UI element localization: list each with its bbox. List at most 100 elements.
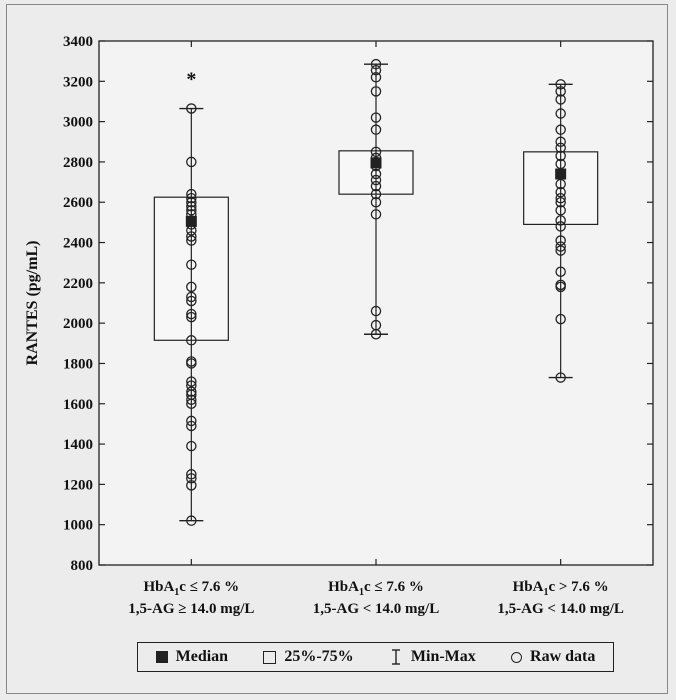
- legend-box-label: 25%-75%: [284, 648, 354, 665]
- raw-data-point: [555, 108, 566, 119]
- raw-data-point: [555, 150, 566, 162]
- y-tick-label: 2200: [63, 276, 93, 292]
- raw-data-point: [555, 124, 566, 135]
- raw-data-point: [370, 58, 382, 70]
- median-marker: [370, 157, 382, 169]
- raw-data-point: [186, 201, 197, 212]
- y-tick-label: 2800: [63, 155, 93, 171]
- raw-data-point: [370, 319, 382, 331]
- raw-data-point: [555, 279, 566, 291]
- raw-data-point: [555, 86, 566, 97]
- raw-data-point: [555, 215, 566, 226]
- raw-data-point: [370, 168, 382, 180]
- legend: Median 25%-75% Min-Max Raw data: [137, 642, 614, 672]
- raw-data-point: [370, 112, 382, 123]
- raw-data-point: [555, 241, 566, 252]
- box-plot: 800 1000 1200 1400 1600 1800 2000 2200 2400 2600 2…: [24, 34, 654, 617]
- raw-data-point: [555, 79, 566, 90]
- raw-data-point: [186, 192, 197, 204]
- legend-median-label: Median: [175, 648, 229, 665]
- raw-data-point: [370, 174, 382, 186]
- y-tick-label: 3400: [63, 34, 93, 50]
- raw-data-point: [186, 469, 197, 480]
- legend-minmax-label: Min-Max: [410, 648, 476, 665]
- raw-data-point: [186, 205, 197, 216]
- y-tick-label: 3000: [63, 115, 93, 131]
- raw-data-point: [186, 281, 197, 293]
- y-tick-label: 1600: [63, 397, 93, 413]
- raw-data-point: [186, 380, 197, 391]
- raw-data-point: [186, 308, 197, 320]
- raw-data-point: [555, 205, 566, 216]
- y-tick-label: 2000: [63, 316, 93, 332]
- raw-data-point: [186, 515, 197, 526]
- raw-data-point: [555, 372, 566, 383]
- raw-data-point: [186, 376, 197, 387]
- minmax-swatch: [391, 649, 400, 665]
- raw-data-point: [555, 186, 566, 198]
- raw-data-point: [186, 259, 197, 270]
- raw-data-point: [370, 180, 382, 192]
- legend-item-minmax: Min-Max: [389, 648, 476, 666]
- raw-data-swatch: [511, 651, 523, 663]
- raw-data-point: [370, 209, 382, 220]
- median-marker: [185, 215, 197, 227]
- figure-frame: 800 1000 1200 1400 1600 1800 2000 2200 2400 2600 2…: [6, 4, 668, 694]
- raw-data-point: [186, 291, 197, 303]
- y-tick-label: 800: [71, 558, 94, 574]
- raw-data-point: [186, 335, 197, 346]
- raw-data-point: [186, 311, 197, 323]
- y-axis-title: RANTES (pg/mL): [24, 241, 41, 366]
- y-tick-label: 3200: [63, 74, 93, 90]
- raw-data-point: [186, 231, 197, 242]
- raw-data-point: [186, 103, 197, 114]
- raw-data-point: [186, 196, 197, 208]
- raw-data-point: [370, 305, 382, 317]
- raw-data-point: [186, 440, 197, 452]
- raw-data-point: [555, 196, 566, 208]
- category-label-line2: 1,5-AG ≥ 14.0 mg/L: [128, 601, 254, 617]
- raw-data-point: [555, 235, 566, 246]
- raw-data-point: [555, 221, 566, 232]
- raw-data-point: [555, 266, 566, 278]
- raw-data-point: [370, 196, 382, 208]
- y-tick-label: 1800: [63, 356, 93, 372]
- category-label-line1: HbA1c ≤ 7.6 %: [328, 579, 424, 598]
- y-tick-label: 2400: [63, 236, 93, 252]
- raw-data-point: [555, 94, 566, 105]
- raw-data-point: [555, 136, 566, 148]
- raw-data-point: [186, 394, 197, 405]
- category-label-line2: 1,5-AG < 14.0 mg/L: [497, 601, 623, 617]
- raw-data-point: [186, 415, 197, 427]
- legend-item-median: Median: [155, 648, 229, 666]
- median-marker: [555, 168, 567, 180]
- legend-item-raw: Raw data: [511, 648, 595, 666]
- category-label-line1: HbA1c ≤ 7.6 %: [143, 579, 239, 598]
- raw-data-point: [186, 188, 197, 200]
- raw-data-point: [555, 142, 566, 154]
- y-tick-label: 1000: [63, 518, 93, 534]
- y-tick-label: 1200: [63, 477, 93, 493]
- category-label-line2: 1,5-AG < 14.0 mg/L: [313, 601, 439, 617]
- raw-data-point: [186, 235, 197, 246]
- raw-data-point: [555, 313, 566, 325]
- raw-data-point: [370, 86, 382, 97]
- y-tick-label: 1400: [63, 437, 93, 453]
- category-label-line1: HbA1c > 7.6 %: [513, 579, 609, 598]
- median-swatch: [155, 651, 168, 663]
- box-swatch: [263, 650, 277, 664]
- raw-data-point: [186, 356, 197, 367]
- raw-data-point: [370, 64, 382, 76]
- raw-data-point: [186, 156, 197, 168]
- raw-data-point: [555, 245, 566, 256]
- raw-data-point: [186, 473, 197, 484]
- legend-raw-label: Raw data: [530, 648, 596, 665]
- y-tick-label: 2600: [63, 195, 93, 211]
- raw-data-point: [186, 480, 197, 491]
- legend-item-box: 25%-75%: [263, 648, 354, 666]
- outlier-marker: *: [186, 68, 196, 90]
- raw-data-point: [370, 188, 382, 200]
- raw-data-point: [186, 386, 197, 397]
- raw-data-point: [186, 295, 197, 307]
- raw-data-point: [186, 420, 197, 432]
